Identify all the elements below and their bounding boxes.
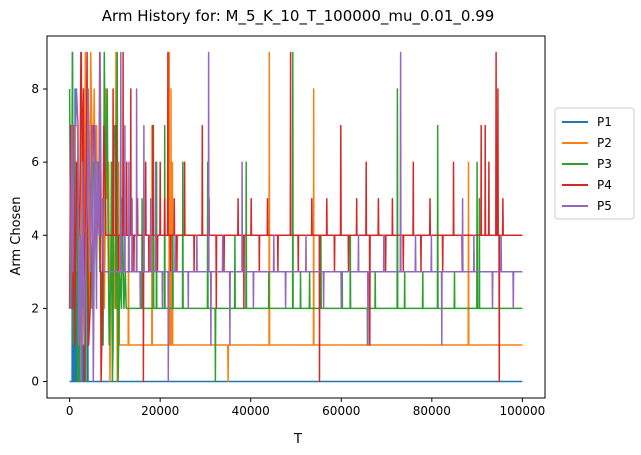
legend-label-p5: P5: [597, 199, 612, 213]
series-line-p4: [68, 51, 523, 383]
y-axis-ticks: 0 2 4 6 8: [31, 82, 47, 389]
plot-frame: [46, 35, 546, 399]
legend-label-p3: P3: [597, 157, 612, 171]
legend: P1 P2 P3 P4 P5: [554, 107, 635, 220]
y-tick-label: 0: [31, 375, 39, 389]
x-tick-label: 20000: [141, 404, 179, 418]
y-tick-label: 4: [31, 228, 39, 242]
x-tick-label: 40000: [232, 404, 270, 418]
legend-label-p2: P2: [597, 136, 612, 150]
x-tick-label: 100000: [499, 404, 545, 418]
series-line-p5: [69, 51, 523, 383]
x-tick-label: 0: [66, 404, 74, 418]
legend-box: [554, 107, 635, 220]
y-tick-label: 2: [31, 301, 39, 315]
x-tick-label: 60000: [322, 404, 360, 418]
legend-label-p4: P4: [597, 178, 612, 192]
y-tick-label: 8: [31, 82, 39, 96]
x-axis-ticks: 0 20000 40000 60000 80000 100000: [66, 398, 545, 418]
chart-title: Arm History for: M_5_K_10_T_100000_mu_0.…: [102, 7, 495, 26]
y-axis-label: Arm Chosen: [9, 196, 24, 275]
plot-series-group: [68, 51, 523, 383]
x-tick-label: 80000: [413, 404, 451, 418]
legend-label-p1: P1: [597, 115, 612, 129]
x-axis-label: T: [293, 432, 302, 447]
y-tick-label: 6: [31, 155, 39, 169]
